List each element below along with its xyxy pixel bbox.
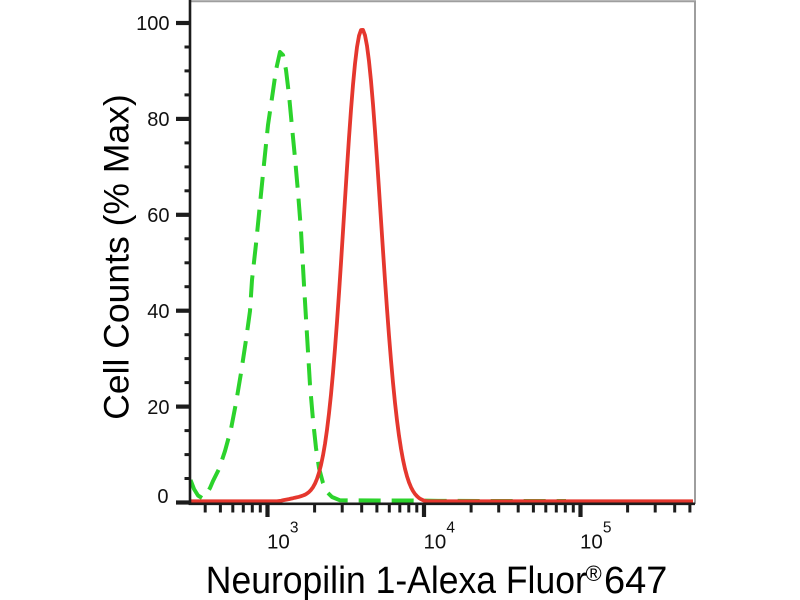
- svg-text:Neuropilin 1-Alexa Fluor: Neuropilin 1-Alexa Fluor: [206, 560, 587, 600]
- svg-text:100: 100: [136, 13, 169, 35]
- svg-text:647: 647: [604, 560, 667, 600]
- svg-text:60: 60: [147, 205, 169, 227]
- svg-text:0: 0: [157, 486, 168, 508]
- svg-text:80: 80: [147, 109, 169, 131]
- svg-text:Cell Counts (% Max): Cell Counts (% Max): [97, 94, 137, 420]
- svg-text:40: 40: [147, 301, 169, 323]
- svg-text:®: ®: [586, 561, 602, 586]
- svg-text:20: 20: [147, 397, 169, 419]
